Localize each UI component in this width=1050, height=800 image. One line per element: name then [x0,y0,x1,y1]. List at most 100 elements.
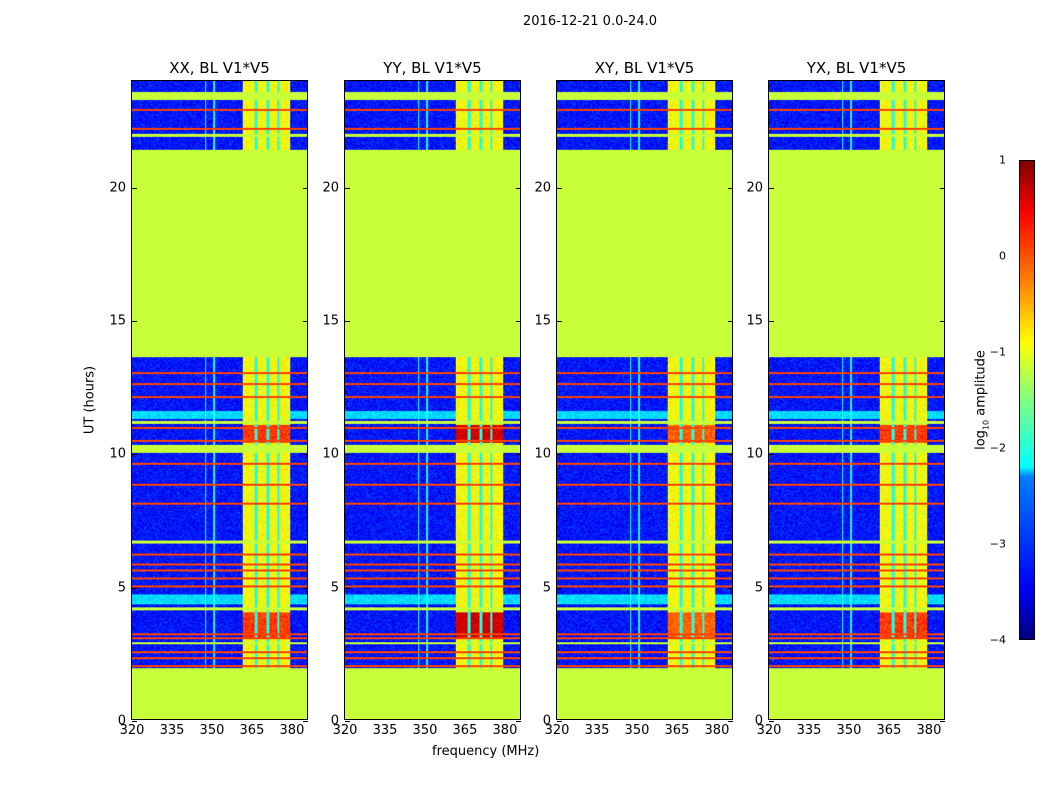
x-tick-label: 350 [624,723,650,738]
y-tick-label: 15 [109,313,126,329]
y-tick-mark [728,721,733,722]
heatmap-image [132,81,307,719]
y-tick-mark [303,187,308,189]
figure-title: 2016-12-21 0.0-24.0 [523,14,657,29]
x-tick-label: 350 [199,723,225,738]
x-tick-label: 320 [332,723,358,738]
y-tick-label: 15 [746,313,763,329]
x-tick-label: 365 [239,723,265,738]
x-tick-label: 350 [836,723,862,738]
y-tick-mark [557,721,562,722]
x-tick-label: 350 [412,723,438,738]
y-tick-mark [303,454,308,456]
heatmap-image [557,81,732,719]
y-tick-label: 5 [117,580,126,596]
panel-title: YY, BL V1*V5 [383,59,482,77]
y-tick-mark [728,454,733,456]
y-tick-label: 5 [542,580,551,596]
y-tick-mark [345,587,350,589]
y-tick-mark [345,187,350,189]
y-tick-mark [769,187,774,189]
y-tick-label: 15 [534,313,551,329]
colorbar-tick-label: −1 [989,345,1006,359]
y-tick-label: 10 [322,446,339,462]
y-tick-mark [769,454,774,456]
y-tick-mark [303,721,308,722]
y-tick-label: 20 [534,180,551,196]
y-tick-label: 10 [746,446,763,462]
y-tick-mark [516,721,521,722]
colorbar-tick-label: −2 [989,441,1006,455]
y-tick-label: 0 [117,713,126,729]
colorbar-tick-label: −3 [989,537,1006,551]
x-tick-label: 365 [452,723,478,738]
waterfall-panel-0: XX, BL V1*V5 0 5 10 15 20 320 335 350 365 380 [109,59,308,738]
colorbar-tick-label: 1 [999,153,1006,167]
heatmap-image [345,81,520,719]
y-tick-label: 20 [322,180,339,196]
y-tick-mark [516,321,521,322]
y-tick-mark [516,454,521,456]
x-tick-label: 335 [372,723,398,738]
y-tick-mark [345,721,350,722]
y-tick-label: 20 [109,180,126,196]
x-tick-label: 380 [704,723,730,738]
y-tick-mark [769,587,774,589]
y-tick-mark [132,454,137,456]
x-tick-label: 335 [584,723,610,738]
x-tick-label: 380 [916,723,942,738]
y-tick-mark [940,454,945,456]
x-tick-label: 365 [876,723,902,738]
y-tick-mark [132,721,137,722]
y-tick-mark [728,321,733,322]
y-tick-mark [557,454,562,456]
y-tick-label: 10 [109,446,126,462]
y-tick-mark [303,587,308,589]
y-axis-label: UT (hours) [82,365,98,435]
y-tick-mark [769,721,774,722]
y-tick-mark [728,587,733,589]
y-tick-label: 0 [754,713,763,729]
x-tick-label: 380 [279,723,305,738]
y-tick-mark [132,321,137,322]
y-tick-mark [940,187,945,189]
y-tick-label: 5 [330,580,339,596]
y-tick-mark [345,321,350,322]
y-tick-mark [769,321,774,322]
colorbar-tick-label: 0 [999,249,1006,263]
y-tick-mark [132,587,137,589]
y-tick-mark [557,321,562,322]
waterfall-panel-3: YX, BL V1*V5 0 5 10 15 20 320 335 350 365 380 [746,59,945,738]
y-tick-mark [728,187,733,189]
colorbar-tick-label: −4 [989,633,1006,647]
y-tick-mark [940,321,945,322]
y-tick-mark [940,721,945,722]
y-tick-mark [303,321,308,322]
x-tick-label: 365 [664,723,690,738]
y-tick-mark [557,187,562,189]
y-tick-mark [516,587,521,589]
y-tick-mark [516,187,521,189]
waterfall-panel-1: YY, BL V1*V5 0 5 10 15 20 320 335 350 365 380 [322,59,521,738]
heatmap-image [769,81,944,719]
y-tick-mark [132,187,137,189]
y-tick-mark [940,587,945,589]
y-tick-label: 5 [754,580,763,596]
waterfall-panel-2: XY, BL V1*V5 0 5 10 15 20 320 335 350 365 380 [534,59,733,738]
x-axis-label: frequency (MHz) [432,744,540,759]
x-tick-label: 335 [159,723,185,738]
panel-title: YX, BL V1*V5 [806,59,907,77]
y-tick-label: 0 [542,713,551,729]
y-tick-label: 20 [746,180,763,196]
y-tick-mark [557,587,562,589]
x-tick-label: 320 [119,723,145,738]
colorbar [1019,160,1035,640]
x-tick-label: 320 [756,723,782,738]
y-tick-mark [345,454,350,456]
colorbar-label: log10 amplitude [973,350,991,450]
x-tick-label: 380 [492,723,518,738]
y-tick-label: 15 [322,313,339,329]
panel-title: XX, BL V1*V5 [169,59,270,77]
y-tick-label: 0 [330,713,339,729]
panel-title: XY, BL V1*V5 [594,59,695,77]
